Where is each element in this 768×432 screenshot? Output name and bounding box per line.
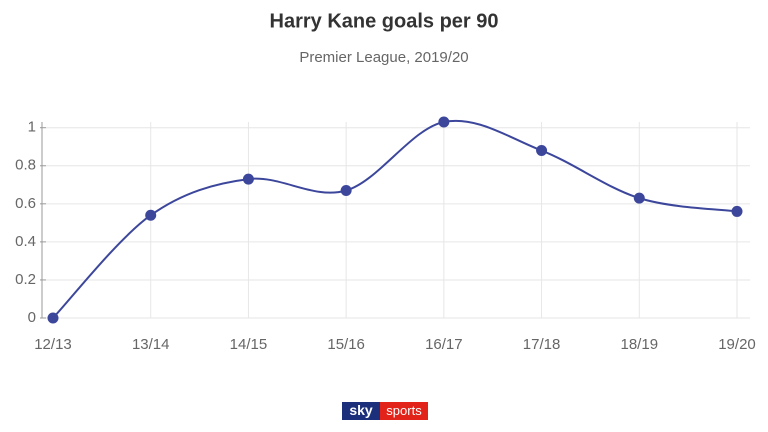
point — [633, 192, 645, 204]
point — [536, 145, 548, 157]
y-tick-label: 0.4 — [15, 233, 36, 250]
y-tick-label: 0.6 — [15, 195, 36, 212]
y-tick-label: 0.8 — [15, 157, 36, 174]
point — [731, 205, 743, 217]
logo-sky: sky — [349, 402, 373, 418]
x-tick-label: 18/19 — [621, 336, 659, 353]
point — [438, 116, 450, 128]
point — [145, 209, 157, 221]
logo-sports: sports — [386, 403, 422, 418]
y-tick-label: 0.2 — [15, 271, 36, 288]
point — [47, 312, 59, 324]
x-tick-label: 13/14 — [132, 336, 170, 353]
chart-subtitle: Premier League, 2019/20 — [299, 49, 468, 66]
point — [242, 173, 254, 185]
x-tick-label: 15/16 — [327, 336, 365, 353]
x-tick-label: 17/18 — [523, 336, 561, 353]
x-tick-label: 12/13 — [34, 336, 72, 353]
logo-sky-bg — [342, 402, 380, 420]
brand-logo: sky sports — [342, 402, 428, 420]
chart-title: Harry Kane goals per 90 — [270, 10, 499, 32]
point — [340, 185, 352, 197]
x-tick-label: 14/15 — [230, 336, 268, 353]
y-tick-label: 0 — [28, 309, 36, 326]
logo-sports-bg — [380, 402, 428, 420]
line — [52, 119, 738, 319]
x-tick-label: 16/17 — [425, 336, 463, 353]
y-tick-label: 1 — [28, 119, 36, 136]
x-tick-label: 19/20 — [718, 336, 756, 353]
